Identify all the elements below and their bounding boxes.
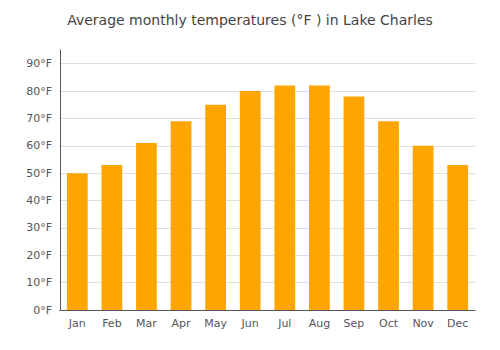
svg-text:40°F: 40°F [26,194,52,207]
svg-text:30°F: 30°F [26,221,52,234]
svg-text:Jul: Jul [277,317,291,330]
svg-text:Jan: Jan [68,317,86,330]
svg-text:Aug: Aug [309,317,330,330]
svg-text:90°F: 90°F [26,57,52,70]
svg-text:Average monthly temperatures (: Average monthly temperatures (°F ) in La… [67,12,433,28]
svg-text:Feb: Feb [102,317,121,330]
svg-text:0°F: 0°F [33,304,52,317]
svg-text:Sep: Sep [344,317,365,330]
svg-text:Oct: Oct [379,317,399,330]
svg-text:70°F: 70°F [26,112,52,125]
svg-text:Dec: Dec [447,317,468,330]
svg-text:80°F: 80°F [26,85,52,98]
svg-text:20°F: 20°F [26,249,52,262]
svg-text:Mar: Mar [136,317,157,330]
svg-text:50°F: 50°F [26,167,52,180]
svg-text:Apr: Apr [172,317,192,330]
svg-text:60°F: 60°F [26,139,52,152]
svg-text:May: May [204,317,227,330]
svg-text:10°F: 10°F [26,276,52,289]
svg-text:Jun: Jun [241,317,259,330]
svg-text:Nov: Nov [412,317,434,330]
